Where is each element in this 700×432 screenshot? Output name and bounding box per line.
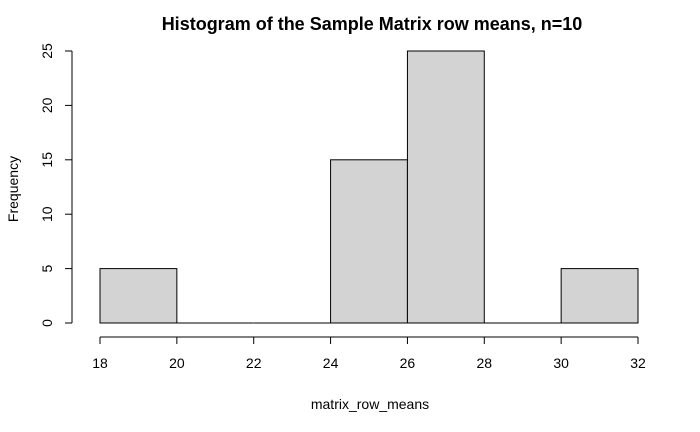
y-tick-label: 15: [39, 152, 55, 168]
x-tick-label: 24: [323, 355, 339, 371]
y-axis-ticks: 0 5 10 15 20 25: [39, 43, 72, 327]
histogram-bars: [99, 50, 639, 324]
y-tick-label: 10: [39, 206, 55, 222]
histogram-bar: [330, 159, 408, 324]
x-tick-label: 26: [400, 355, 416, 371]
x-tick-label: 22: [246, 355, 262, 371]
y-tick-label: 20: [39, 97, 55, 113]
x-axis-ticks: 18 20 22 24 26 28 30 32: [92, 337, 646, 371]
y-axis-title: Frequency: [5, 156, 21, 222]
x-tick-label: 28: [476, 355, 492, 371]
chart-title: Histogram of the Sample Matrix row means…: [162, 14, 583, 34]
histogram-bar: [406, 50, 485, 324]
x-tick-label: 20: [169, 355, 185, 371]
histogram-bar: [99, 268, 178, 324]
x-tick-label: 18: [92, 355, 108, 371]
histogram-bar: [560, 268, 639, 324]
y-tick-label: 25: [39, 43, 55, 59]
x-tick-label: 32: [630, 355, 646, 371]
x-axis-title: matrix_row_means: [311, 396, 429, 412]
y-tick-label: 5: [39, 264, 55, 272]
x-tick-label: 30: [553, 355, 569, 371]
y-tick-label: 0: [39, 319, 55, 327]
